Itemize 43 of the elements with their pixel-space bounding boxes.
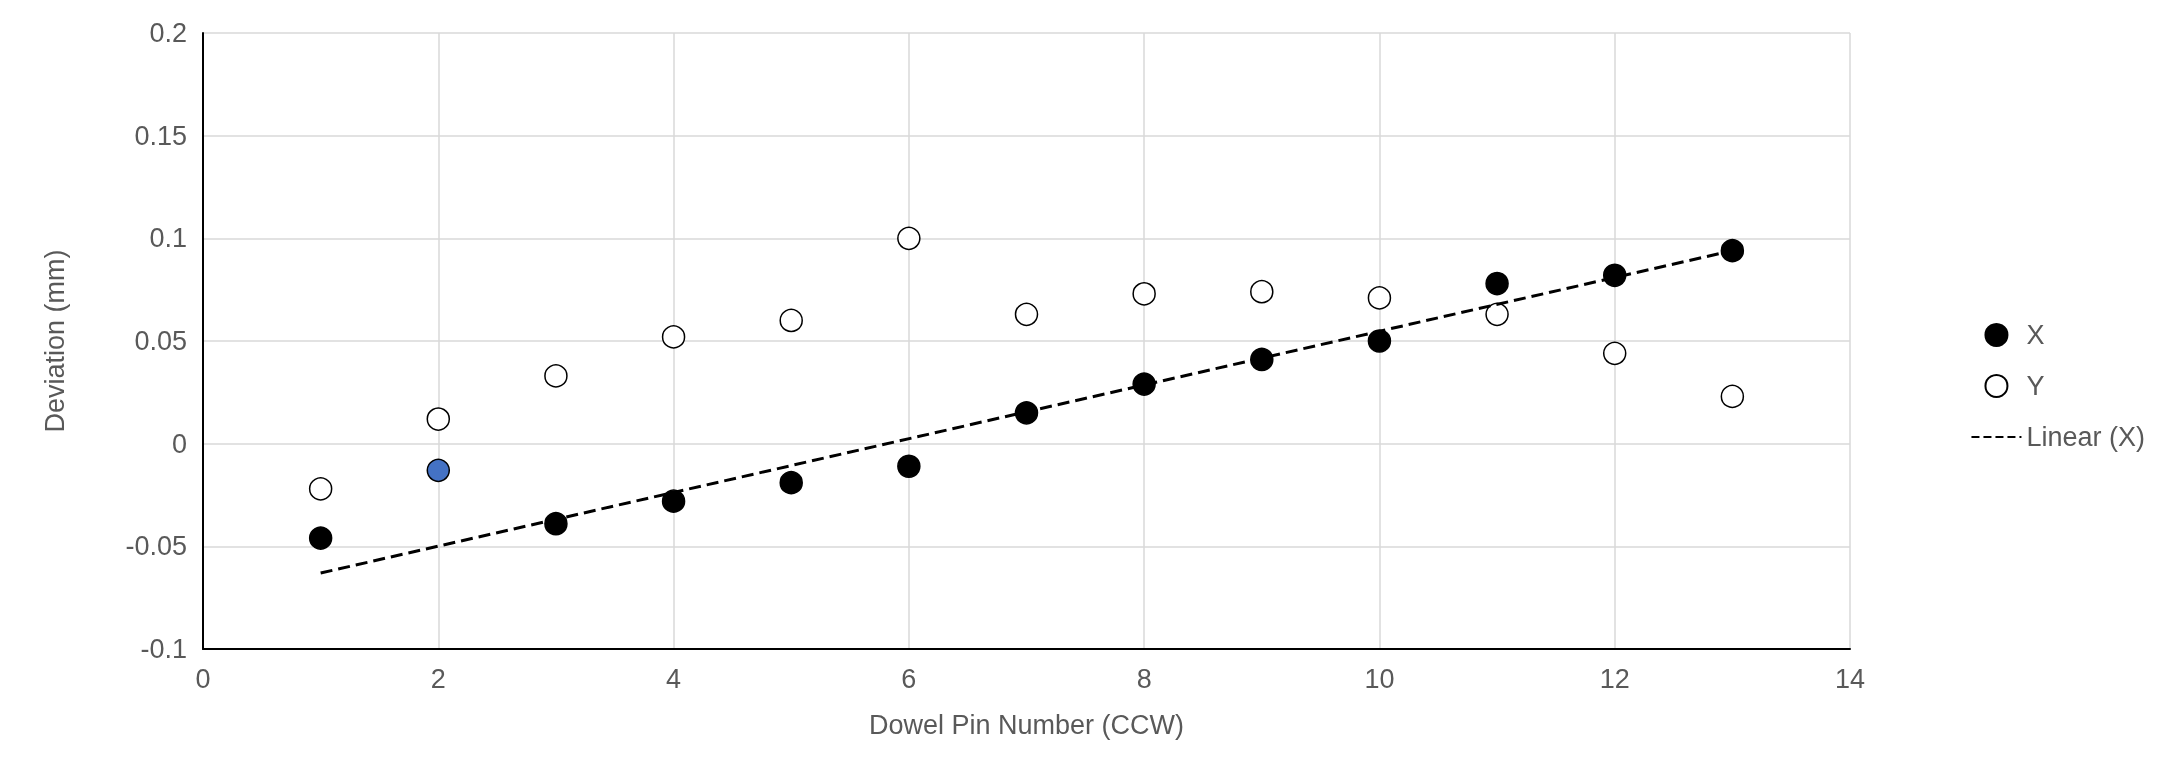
point	[1720, 384, 1745, 409]
point	[426, 407, 451, 431]
point	[1132, 282, 1156, 306]
y-tick-label: 0	[171, 428, 187, 459]
point	[897, 226, 921, 251]
point	[1367, 286, 1392, 310]
point	[1367, 329, 1392, 353]
x-tick-label: 8	[1136, 663, 1152, 694]
x-tick-label: 6	[901, 663, 917, 694]
x-tick-label: 10	[1364, 663, 1395, 694]
point	[308, 526, 333, 550]
point	[544, 364, 568, 388]
y-tick-label: 0.2	[149, 18, 187, 48]
point	[779, 470, 803, 495]
point	[1602, 341, 1627, 366]
y-tick-label: 0.1	[149, 223, 187, 254]
point	[1720, 238, 1745, 263]
x-tick-label: 4	[666, 663, 682, 694]
point	[1014, 401, 1039, 425]
x-tick-label: 2	[430, 663, 446, 694]
point	[426, 458, 451, 483]
legend-label: X	[2026, 320, 2045, 350]
legend-label: Y	[2026, 371, 2045, 401]
point	[897, 454, 921, 478]
y-tick-label: -0.05	[125, 531, 187, 562]
point	[1014, 302, 1039, 327]
y-tick-label: 0.05	[134, 326, 187, 356]
y-axis-title: Deviation (mm)	[39, 249, 70, 433]
x-tick-label: 12	[1599, 663, 1630, 694]
point	[1485, 271, 1509, 296]
y-tick-label: -0.1	[140, 634, 187, 664]
x-tick-label: 0	[195, 663, 211, 694]
x-tick-label: 14	[1834, 663, 1866, 694]
legend-label: Linear (X)	[2026, 422, 2145, 452]
point	[1485, 302, 1509, 327]
point	[544, 512, 568, 536]
point	[661, 489, 686, 513]
x-axis-title: Dowel Pin Number (CCW)	[868, 709, 1185, 740]
point	[779, 308, 803, 333]
point	[1250, 279, 1274, 304]
point	[308, 477, 333, 501]
y-tick-label: 0.15	[134, 120, 187, 151]
point	[661, 325, 686, 349]
